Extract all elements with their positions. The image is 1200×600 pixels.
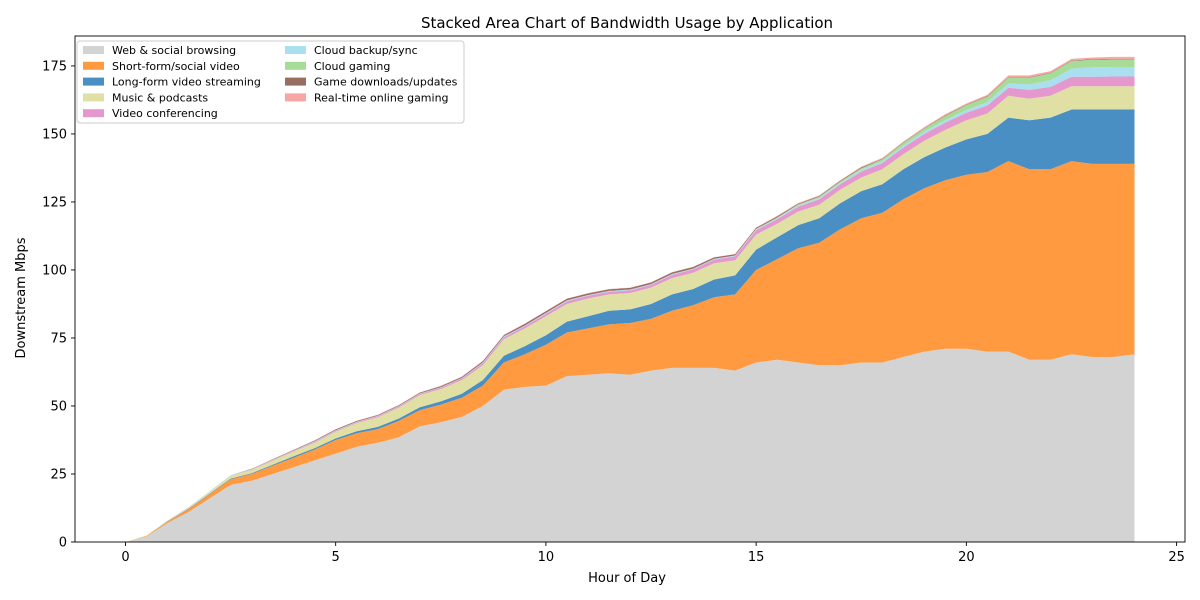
legend-swatch: [285, 46, 306, 54]
area-series-1: [125, 161, 1135, 542]
legend-swatch: [83, 93, 104, 102]
legend-label: Music & podcasts: [112, 91, 208, 104]
x-tick-label: 0: [121, 550, 129, 565]
x-tick-label: 20: [958, 550, 975, 565]
y-tick-label: 75: [50, 331, 67, 346]
y-axis-label: Downstream Mbps: [14, 237, 29, 358]
legend-label: Game downloads/updates: [314, 76, 458, 89]
legend-label: Cloud backup/sync: [314, 44, 418, 57]
x-tick-label: 5: [332, 550, 340, 565]
x-tick-label: 15: [748, 550, 765, 565]
legend-swatch: [285, 77, 306, 86]
x-tick-label: 25: [1168, 550, 1185, 565]
legend-swatch: [285, 93, 306, 102]
y-tick-label: 150: [42, 127, 67, 142]
axes-group: 0 5 10 15 20 25 0 25 50 75 100 125 150 175: [42, 35, 1186, 565]
x-tick-label: 10: [538, 550, 555, 565]
legend-swatch: [83, 109, 104, 118]
legend-box: [76, 40, 465, 124]
legend-swatch: [83, 46, 104, 54]
legend-swatch: [83, 77, 104, 86]
area-series-2: [125, 109, 1135, 542]
chart-title: Stacked Area Chart of Bandwidth Usage by…: [421, 14, 833, 32]
x-axis-label: Hour of Day: [588, 571, 666, 586]
legend-label: Web & social browsing: [112, 44, 236, 57]
legend-label: Long-form video streaming: [112, 76, 261, 89]
legend-swatch: [83, 61, 104, 70]
y-tick-label: 50: [50, 399, 67, 414]
y-tick-label: 100: [42, 263, 67, 278]
legend-label: Cloud gaming: [314, 60, 390, 73]
plot-frame: [74, 35, 1186, 543]
legend-label: Short-form/social video: [112, 60, 240, 73]
area-series-group: [125, 56, 1135, 543]
legend-label: Real-time online gaming: [314, 91, 449, 104]
legend: Web & social browsing Short-form/social v…: [76, 40, 465, 124]
legend-label: Video conferencing: [112, 107, 218, 120]
y-tick-label: 175: [42, 59, 67, 74]
legend-swatch: [285, 61, 306, 70]
y-tick-label: 125: [42, 195, 67, 210]
y-tick-label: 25: [50, 467, 67, 482]
area-series-0: [125, 348, 1135, 542]
y-tick-label: 0: [59, 536, 67, 551]
